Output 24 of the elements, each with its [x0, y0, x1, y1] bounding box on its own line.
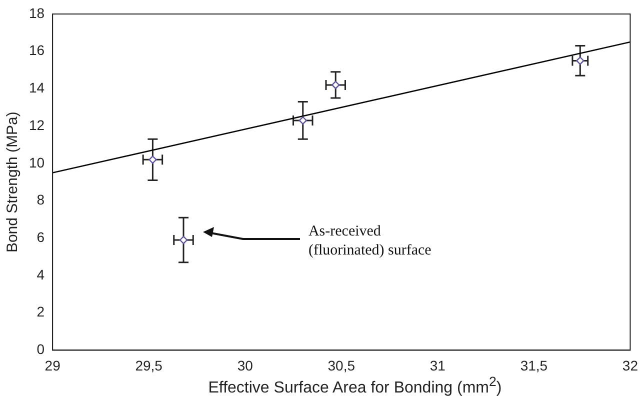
point	[179, 236, 188, 244]
y-tick-label: 12	[28, 116, 45, 133]
x-tick-label: 31	[430, 357, 446, 374]
x-tick-label: 32	[622, 357, 638, 374]
point	[332, 80, 340, 90]
x-tick-label: 29	[44, 357, 61, 374]
x-tick-label: 30	[237, 357, 254, 374]
x-tick-label: 30,5	[328, 357, 356, 374]
y-tick-label: 0	[36, 341, 45, 358]
y-tick-label: 10	[28, 154, 45, 170]
y-tick-label: 16	[28, 42, 45, 58]
point	[298, 116, 307, 125]
y-tick-label: 4	[36, 266, 45, 282]
annotation: As-received (fluorinated) surface	[308, 223, 432, 258]
y-tick-label: 18	[28, 4, 45, 21]
y-tick-label: 14	[28, 80, 45, 96]
y-axis-title: Bond Strength (MPa)	[4, 112, 22, 253]
point	[148, 156, 157, 164]
y-tick-label: 2	[36, 304, 45, 320]
x-tick-label: 31,5	[520, 357, 548, 374]
x-tick-label: 29,5	[135, 357, 163, 374]
y-tick-label: 6	[36, 228, 45, 245]
y-tick-label: 8	[36, 192, 45, 208]
x-axis-title: Effective Surface Area for Bonding (mm$^{2}$)	[207, 374, 503, 398]
